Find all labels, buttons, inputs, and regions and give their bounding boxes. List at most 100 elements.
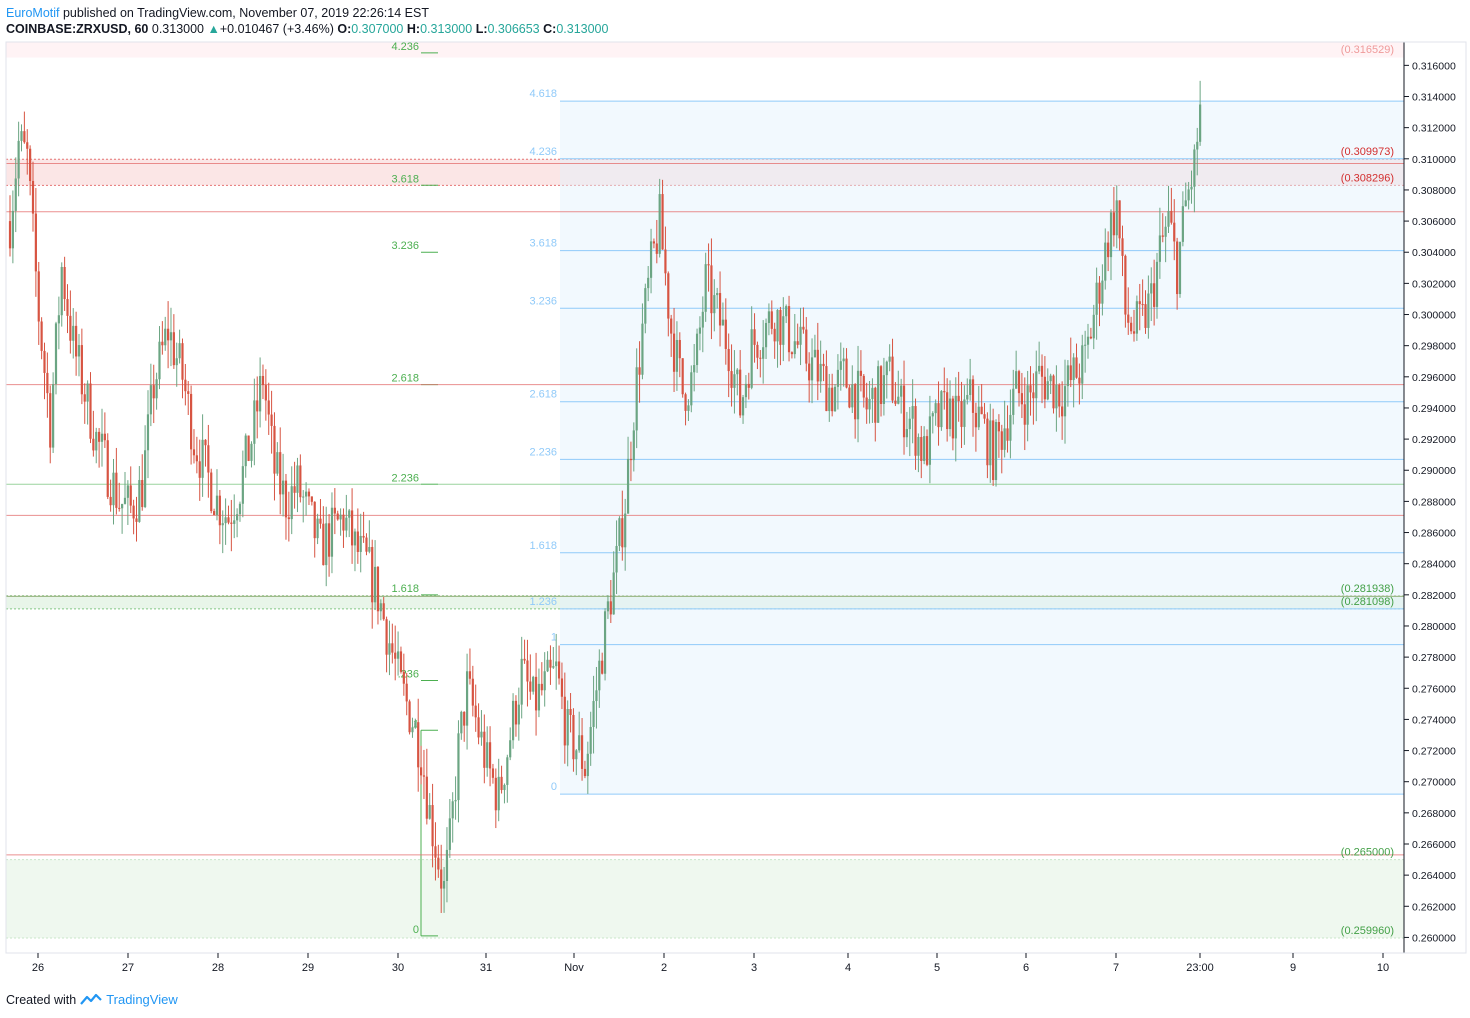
candle-up	[595, 690, 598, 702]
price-tick-label: 0.268000	[1412, 808, 1456, 820]
candle-up	[856, 370, 860, 420]
candle-up	[793, 341, 796, 355]
candle-down	[655, 243, 658, 254]
price-tick-label: 0.276000	[1412, 683, 1456, 695]
close-value: 0.313000	[556, 22, 609, 36]
candle-up	[911, 406, 914, 419]
candle-down	[937, 403, 940, 428]
fib1-level-label: 1.618	[391, 583, 419, 595]
candle-up	[100, 433, 104, 442]
candle-down	[1132, 331, 1136, 334]
time-tick-label: Nov	[564, 962, 584, 974]
time-tick-label: 23:00	[1186, 962, 1214, 974]
candle-up	[330, 507, 334, 557]
candle-up	[690, 372, 693, 406]
candle-down	[1130, 322, 1133, 332]
candle-down	[727, 348, 730, 372]
author-link[interactable]: EuroMotif	[6, 6, 60, 20]
candle-down	[382, 603, 385, 620]
candle-up	[882, 375, 886, 404]
candle-up	[851, 384, 854, 408]
candle-up	[687, 405, 690, 411]
candle-down	[1170, 210, 1173, 223]
candle-down	[983, 414, 986, 419]
candle-up	[164, 328, 167, 346]
low-value: 0.306653	[487, 22, 540, 36]
tradingview-brand[interactable]: TradingView	[106, 992, 178, 1007]
candle-up	[828, 387, 831, 412]
footer: Created with TradingView	[6, 992, 178, 1007]
candle-down	[187, 391, 190, 394]
time-tick-label: 9	[1290, 962, 1296, 974]
price-level-label: (0.309973)	[1341, 146, 1394, 158]
candle-up	[451, 801, 454, 819]
candle-up	[486, 742, 489, 768]
candle-down	[1118, 200, 1121, 239]
candle-up	[454, 800, 457, 802]
candle-down	[1124, 255, 1127, 315]
candle-up	[917, 436, 920, 456]
candle-up	[1135, 301, 1138, 334]
candle-up	[598, 660, 601, 691]
candle-down	[1029, 385, 1032, 393]
candle-up	[60, 266, 63, 316]
candle-down	[609, 601, 612, 615]
candle-up	[871, 387, 874, 399]
ohlc-line: COINBASE:ZRXUSD, 60 0.313000 ▲+0.010467 …	[6, 21, 608, 37]
candle-up	[603, 611, 607, 674]
price-tick-label: 0.286000	[1412, 528, 1456, 540]
candle-down	[161, 341, 164, 346]
fib2-level-label: 3.618	[529, 238, 557, 250]
candle-up	[566, 709, 569, 746]
candle-down	[23, 131, 26, 143]
candle-up	[897, 396, 900, 404]
price-tick-label: 0.290000	[1412, 465, 1456, 477]
candle-up	[900, 385, 903, 397]
candle-down	[273, 425, 276, 474]
candle-up	[644, 288, 647, 324]
candle-up	[1147, 293, 1150, 328]
candle-down	[129, 485, 132, 506]
candle-down	[986, 418, 989, 466]
change-arrow-icon: ▲	[207, 22, 220, 36]
candle-up	[1190, 186, 1193, 190]
candle-up	[348, 510, 351, 518]
candle-down	[1176, 241, 1179, 295]
candle-up	[253, 400, 256, 444]
candle-up	[1196, 141, 1199, 150]
price-tick-label: 0.292000	[1412, 434, 1456, 446]
candle-down	[831, 387, 834, 412]
price-chart[interactable]: 0 1 1.236 1.618 2.236 2.618 3.236 3.618 4.236 4.6…	[0, 0, 1470, 990]
candle-up	[1003, 428, 1006, 450]
time-tick-label: 3	[751, 962, 757, 974]
fib2-level-label: 3.236	[529, 295, 557, 307]
candle-up	[1167, 210, 1170, 227]
candle-up	[14, 178, 17, 211]
candle-down	[474, 705, 477, 718]
candle-down	[980, 406, 983, 415]
candle-down	[141, 479, 144, 508]
candle-down	[1069, 365, 1072, 381]
candle-up	[445, 849, 449, 881]
candle-down	[356, 531, 359, 552]
candle-down	[408, 701, 411, 733]
candle-down	[190, 393, 193, 450]
candle-down	[1023, 404, 1026, 425]
candle-up	[368, 547, 371, 552]
candle-down	[773, 328, 776, 342]
candle-up	[54, 323, 58, 385]
candle-up	[121, 503, 124, 509]
candle-up	[592, 701, 595, 727]
last-price: 0.313000	[151, 22, 205, 36]
candle-down	[402, 671, 405, 684]
candle-down	[267, 400, 270, 415]
candle-up	[764, 322, 768, 348]
candle-down	[8, 221, 12, 249]
candle-down	[1006, 428, 1009, 441]
candle-up	[1012, 388, 1015, 415]
candle-up	[178, 343, 181, 359]
candle-up	[72, 325, 75, 341]
candle-up	[1193, 149, 1196, 187]
candle-down	[974, 412, 977, 428]
candle-up	[750, 329, 753, 388]
